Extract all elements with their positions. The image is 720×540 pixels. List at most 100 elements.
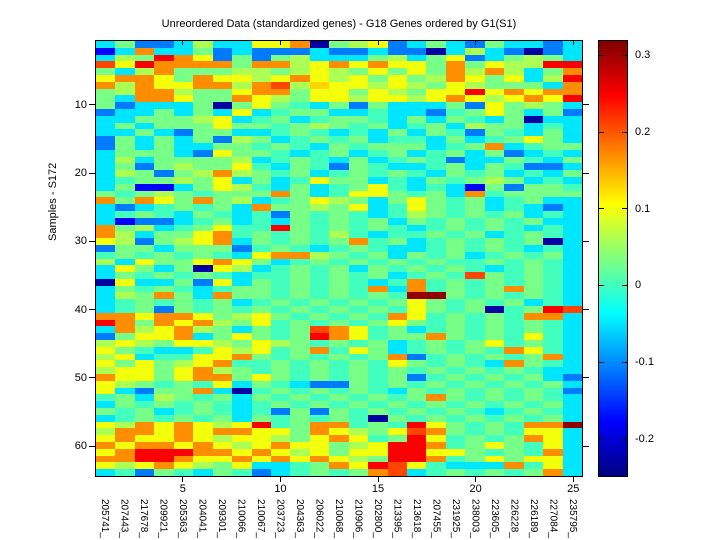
heatmap-cell <box>173 95 194 103</box>
heatmap-cell <box>212 142 233 150</box>
heatmap-cell <box>270 353 291 361</box>
heatmap-cell <box>270 428 291 436</box>
heatmap-cell <box>193 462 213 470</box>
heatmap-cell <box>329 197 349 205</box>
heatmap-cell <box>96 129 116 137</box>
heatmap-cell <box>232 54 252 62</box>
heatmap-cell <box>134 360 155 368</box>
heatmap-cell <box>407 197 427 205</box>
heatmap-cell <box>212 367 233 375</box>
heatmap-cell <box>445 306 466 313</box>
x-tick-mark <box>279 40 281 45</box>
heatmap-cell <box>134 54 155 62</box>
heatmap-cell <box>562 197 582 205</box>
heatmap-cell <box>407 231 427 239</box>
heatmap-cell <box>134 428 155 436</box>
heatmap-cell <box>193 414 213 422</box>
heatmap-cell <box>523 41 544 48</box>
colorbar-tick-mark <box>599 131 604 133</box>
heatmap-cell <box>484 47 505 55</box>
heatmap-cell <box>348 129 369 137</box>
heatmap-cell <box>543 41 563 48</box>
colorbar-tick-mark <box>622 361 627 363</box>
heatmap-cell <box>329 455 349 463</box>
heatmap-cell <box>212 435 233 443</box>
y-tick-mark <box>89 104 95 106</box>
heatmap-cell <box>523 265 544 273</box>
heatmap-cell <box>387 387 408 395</box>
x-tick-label: 15 <box>371 483 385 495</box>
heatmap-cell <box>193 408 213 415</box>
heatmap-cell <box>173 47 194 55</box>
heatmap-cell <box>309 176 330 184</box>
heatmap-cell <box>251 47 271 55</box>
heatmap-cell <box>173 285 194 293</box>
heatmap-cell <box>270 149 291 157</box>
heatmap-cell <box>173 251 194 259</box>
heatmap-cell <box>154 47 174 55</box>
heatmap-cell <box>251 68 271 75</box>
heatmap-cell <box>115 292 135 300</box>
heatmap-cell <box>329 122 349 130</box>
heatmap-cell <box>562 455 582 463</box>
heatmap-cell <box>270 95 291 103</box>
heatmap-cell <box>407 108 427 116</box>
heatmap-cell <box>504 149 524 157</box>
heatmap-cell <box>562 142 582 150</box>
heatmap-cell <box>543 272 563 279</box>
heatmap-cell <box>212 265 233 273</box>
heatmap-cell <box>543 394 563 402</box>
heatmap-cell <box>407 61 427 69</box>
heatmap-cell <box>193 61 213 69</box>
heatmap-cell <box>484 442 505 449</box>
heatmap-cell <box>96 81 116 89</box>
heatmap-cell <box>115 163 135 171</box>
heatmap-cell <box>134 156 155 164</box>
colorbar-tick-label: 0.2 <box>635 126 651 138</box>
heatmap-cell <box>543 95 563 103</box>
heatmap-cell <box>348 210 369 218</box>
heatmap-cell <box>251 102 271 109</box>
heatmap-cell <box>173 122 194 130</box>
heatmap-cell <box>154 142 174 150</box>
heatmap-grid <box>96 41 582 476</box>
heatmap-cell <box>543 224 563 232</box>
heatmap-cell <box>348 156 369 164</box>
heatmap-cell <box>290 149 310 157</box>
heatmap-cell <box>270 394 291 402</box>
heatmap-cell <box>523 163 544 171</box>
heatmap-cell <box>504 68 524 75</box>
heatmap-cell <box>445 299 466 307</box>
heatmap-cell <box>523 136 544 143</box>
heatmap-cell <box>134 401 155 409</box>
heatmap-cell <box>465 210 485 218</box>
heatmap-cell <box>407 312 427 320</box>
heatmap-cell <box>348 183 369 191</box>
heatmap-cell <box>523 380 544 388</box>
heatmap-cell <box>562 367 582 375</box>
heatmap-cell <box>232 448 252 456</box>
heatmap-cell <box>232 244 252 252</box>
heatmap-cell <box>96 108 116 116</box>
heatmap-cell <box>290 68 310 75</box>
heatmap-cell <box>387 408 408 415</box>
heatmap-cell <box>309 462 330 470</box>
heatmap-cell <box>465 394 485 402</box>
heatmap-cell <box>290 258 310 266</box>
heatmap-cell <box>543 278 563 286</box>
gene-label: 203723_ <box>274 499 286 538</box>
heatmap-cell <box>173 380 194 388</box>
heatmap-cell <box>426 265 446 273</box>
heatmap-cell <box>523 108 544 116</box>
heatmap-cell <box>309 95 330 103</box>
heatmap-cell <box>232 142 252 150</box>
heatmap-cell <box>562 319 582 327</box>
colorbar-tick-mark <box>599 54 604 56</box>
heatmap-cell <box>445 455 466 463</box>
heatmap-cell <box>407 306 427 313</box>
heatmap-cell <box>543 312 563 320</box>
heatmap-cell <box>484 102 505 109</box>
heatmap-cell <box>329 367 349 375</box>
heatmap-cell <box>173 156 194 164</box>
heatmap-cell <box>134 265 155 273</box>
